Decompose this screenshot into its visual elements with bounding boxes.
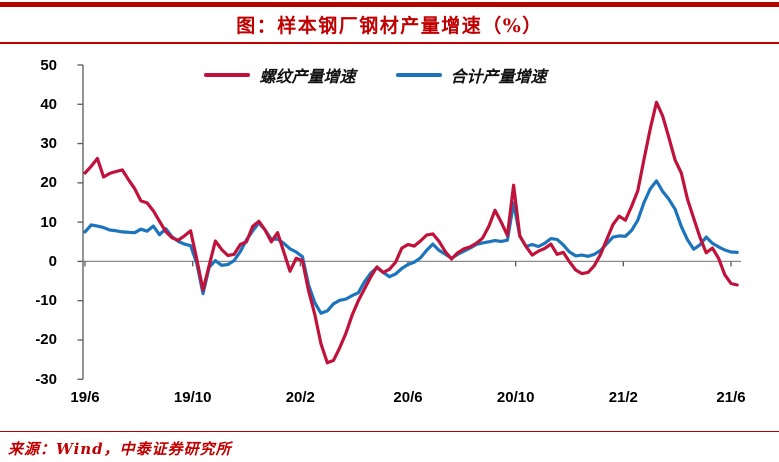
title-divider xyxy=(0,42,779,44)
x-tick-label-20-2: 20/2 xyxy=(285,389,315,406)
y-tick-label-30: 30 xyxy=(40,135,57,152)
y-tick-label-n30: -30 xyxy=(35,370,57,388)
legend-item-total: 合计产量增速 xyxy=(395,63,547,87)
top-border-bar xyxy=(0,2,779,7)
legend-line-total-icon xyxy=(395,73,442,77)
y-tick-label-50: 50 xyxy=(40,56,57,74)
x-tick-label-21-2: 21/2 xyxy=(608,389,638,406)
y-tick-label-n10: -10 xyxy=(35,292,57,309)
legend: 螺纹产量增速 合计产量增速 xyxy=(0,63,765,87)
y-tick-label-20: 20 xyxy=(40,174,57,192)
source-text: 来源：Wind，中泰证券研究所 xyxy=(8,440,232,458)
legend-label-rebar: 螺纹产量增速 xyxy=(259,67,356,86)
y-tick-label-0: 0 xyxy=(48,252,57,270)
footer-divider xyxy=(0,431,779,433)
legend-line-rebar-icon xyxy=(204,73,251,77)
x-tick-label-20-10: 20/10 xyxy=(496,389,535,406)
x-tick-label-20-6: 20/6 xyxy=(393,389,423,406)
x-tick-label-21-6: 21/6 xyxy=(716,389,746,406)
y-tick-label-40: 40 xyxy=(40,95,57,113)
y-tick-label-n20: -20 xyxy=(35,331,57,349)
legend-item-rebar: 螺纹产量增速 xyxy=(204,63,356,87)
legend-label-total: 合计产量增速 xyxy=(450,67,547,86)
x-tick-label-19-6: 19/6 xyxy=(70,389,100,406)
y-tick-label-10: 10 xyxy=(40,213,57,231)
chart-title: 图：样本钢厂钢材产量增速（%） xyxy=(236,15,543,37)
x-tick-label-19-10: 19/10 xyxy=(173,389,212,406)
